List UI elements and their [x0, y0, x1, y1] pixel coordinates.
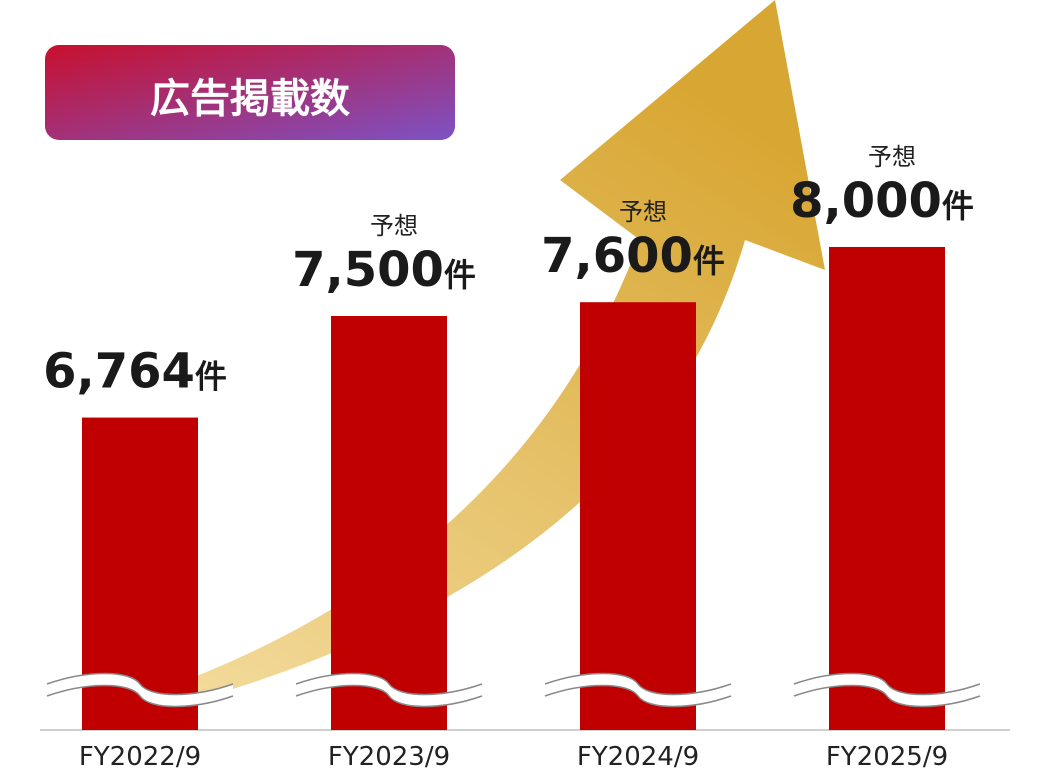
bar — [331, 316, 447, 730]
x-tick-label: FY2022/9 — [79, 742, 201, 772]
chart-title: 広告掲載数 — [150, 76, 350, 122]
x-tick-label: FY2024/9 — [577, 742, 699, 772]
x-tick-label: FY2025/9 — [826, 742, 948, 772]
value-unit: 件 — [693, 242, 725, 280]
value-unit: 件 — [195, 358, 227, 396]
axis-break-line — [793, 672, 981, 696]
value-label: 7,600件 — [541, 228, 725, 284]
value-unit: 件 — [444, 256, 476, 294]
bar — [580, 302, 696, 730]
value-number: 8,000 — [790, 173, 942, 229]
value-note: 予想 — [868, 143, 916, 171]
title-badge — [45, 45, 455, 140]
axis-break — [545, 673, 731, 707]
value-number: 7,600 — [541, 228, 693, 284]
bar — [829, 247, 945, 730]
value-note: 予想 — [619, 198, 667, 226]
value-label: 8,000件 — [790, 173, 974, 229]
value-unit: 件 — [942, 187, 974, 225]
value-label: 6,764件 — [43, 344, 227, 400]
value-note: 予想 — [370, 212, 418, 240]
value-number: 6,764 — [43, 344, 195, 400]
axis-break — [47, 673, 233, 707]
value-number: 7,500 — [292, 242, 444, 298]
axis-break-line — [46, 672, 234, 696]
axis-break-line — [295, 672, 483, 696]
axis-break-line — [46, 684, 234, 708]
axis-break — [296, 673, 482, 707]
axis-break — [794, 673, 980, 707]
axis-break-line — [544, 684, 732, 708]
value-label: 7,500件 — [292, 242, 476, 298]
growth-arrow — [160, 0, 825, 702]
axis-break-line — [295, 684, 483, 708]
axis-break-line — [793, 684, 981, 708]
axis-break-line — [544, 672, 732, 696]
x-tick-label: FY2023/9 — [328, 742, 450, 772]
